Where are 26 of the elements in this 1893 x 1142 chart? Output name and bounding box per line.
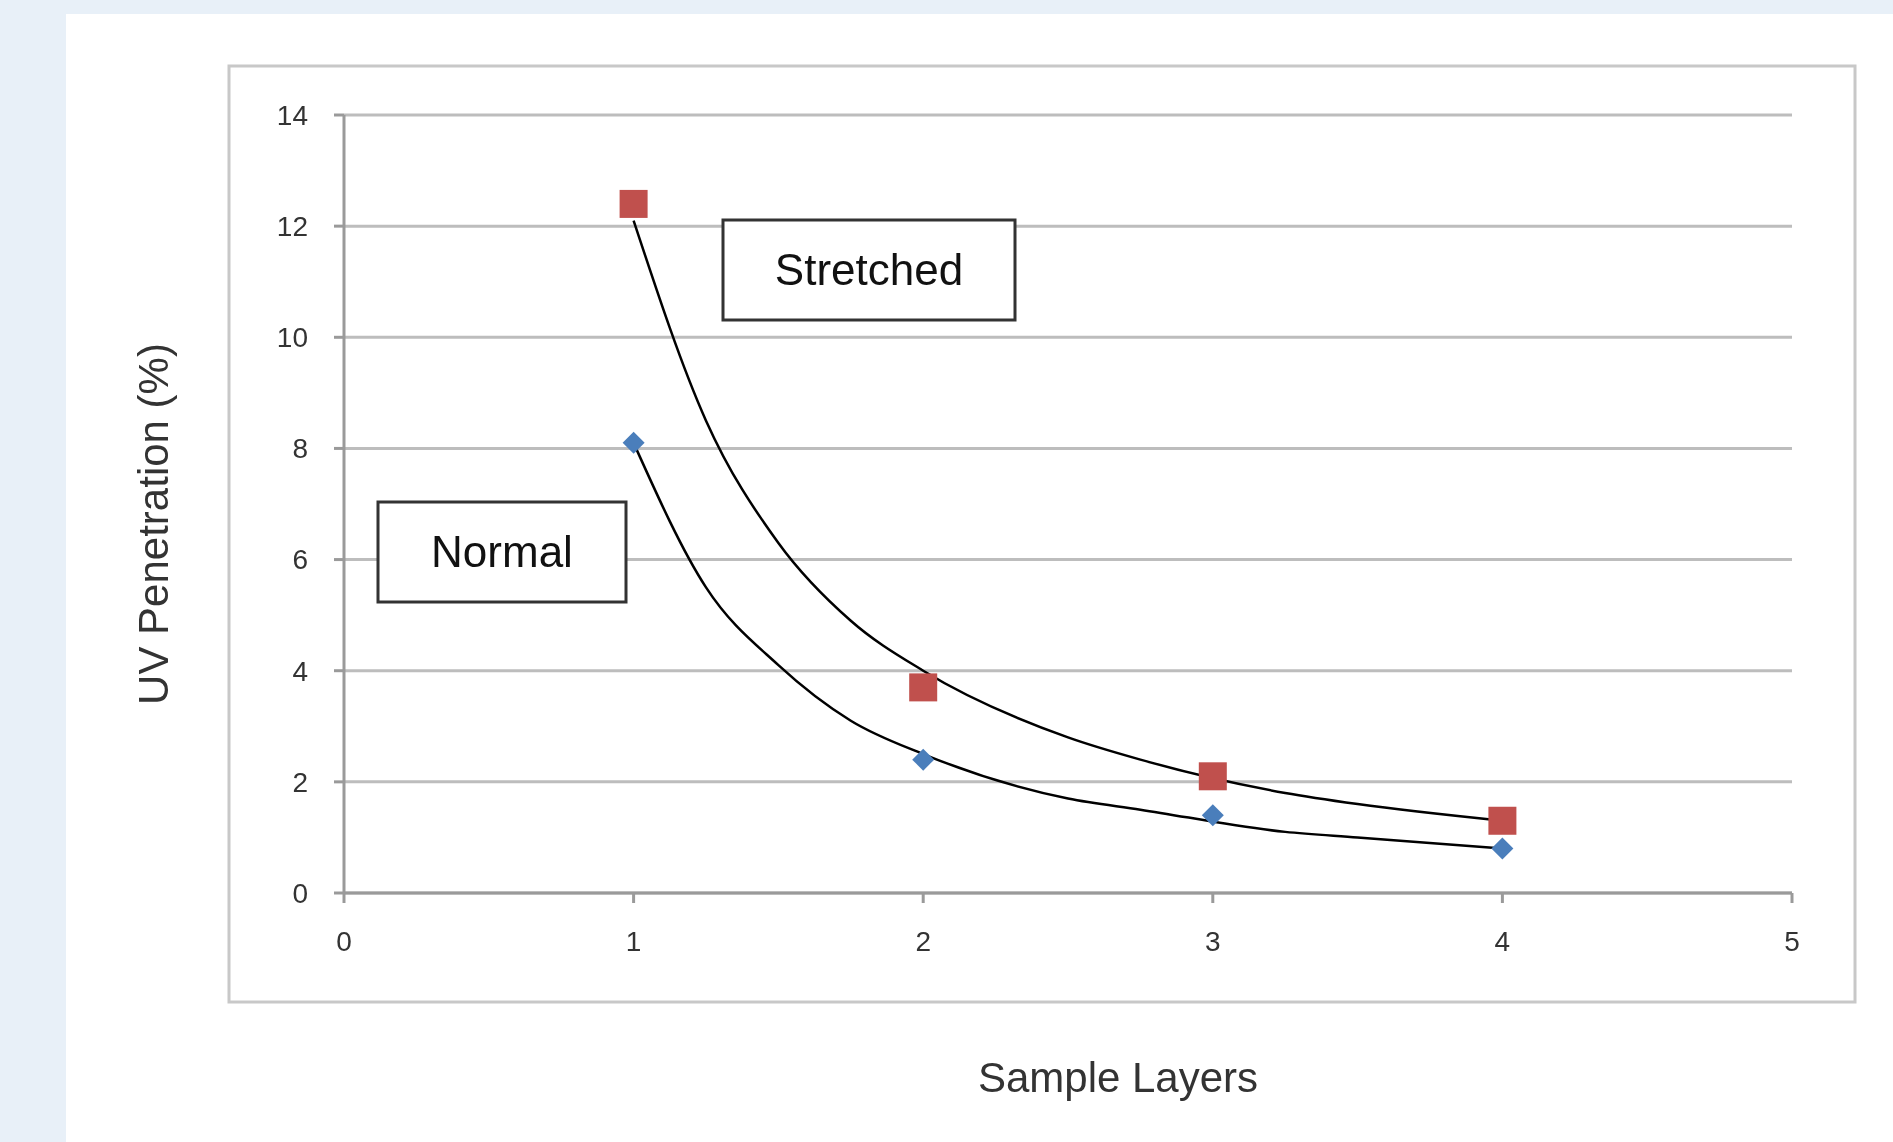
point	[619, 189, 648, 218]
x-tick-label: 1	[625, 926, 642, 957]
y-tick-label: 4	[292, 655, 308, 687]
text: Normal	[431, 527, 573, 577]
point	[1198, 762, 1227, 791]
x-axis-title: Sample Layers	[977, 1054, 1259, 1101]
y-tick-label: 2	[292, 766, 308, 798]
text: Stretched	[774, 245, 964, 295]
x-tick-label: 0	[336, 926, 352, 957]
y-tick-label: 12	[276, 210, 308, 242]
x-tick-label: 4	[1494, 926, 1511, 957]
y-tick-label: 0	[292, 877, 308, 909]
x-tick-label: 5	[1784, 926, 1800, 957]
y-tick-label: 8	[292, 433, 308, 465]
point	[1201, 804, 1224, 827]
y-axis-title: UV Penetration (%)	[130, 343, 177, 705]
x-tick-label: 3	[1205, 926, 1221, 957]
point	[1488, 806, 1517, 835]
point	[912, 748, 935, 771]
y-tick-label: 10	[276, 322, 308, 354]
x-tick-label: 2	[915, 926, 931, 957]
point	[909, 673, 938, 702]
point	[1491, 837, 1514, 860]
point	[622, 431, 645, 454]
y-tick-label: 14	[276, 99, 308, 131]
y-tick-label: 6	[292, 544, 308, 576]
